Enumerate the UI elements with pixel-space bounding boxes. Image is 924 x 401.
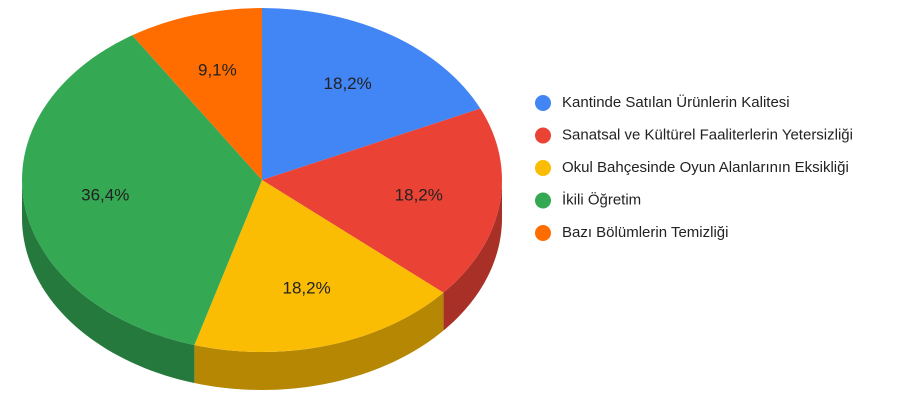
legend-swatch — [535, 192, 551, 209]
legend-label: Kantinde Satılan Ürünlerin Kalitesi — [562, 93, 790, 111]
slice-label: 36,4% — [81, 186, 129, 205]
legend-swatch — [535, 225, 551, 241]
slice-side — [22, 180, 195, 384]
legend-swatch — [535, 127, 551, 144]
slice-label: 9,1% — [198, 61, 237, 80]
slice — [22, 35, 262, 346]
slice — [262, 8, 481, 180]
legend-label: İkili Öğretim — [562, 190, 641, 208]
slice-label: 18,2% — [324, 74, 372, 93]
slice-label: 18,2% — [395, 186, 443, 205]
legend-label: Sanatsal ve Kültürel Faaliterlerin Yeter… — [562, 126, 853, 143]
legend-label: Okul Bahçesinde Oyun Alanlarının Eksikli… — [562, 159, 849, 176]
legend-swatch — [535, 160, 551, 176]
slice-side — [194, 292, 444, 390]
slice-side — [443, 180, 502, 331]
slice-label: 18,2% — [283, 278, 331, 297]
slice — [262, 108, 502, 293]
slice — [132, 8, 262, 180]
legend-label: Bazı Bölümlerin Temizliği — [562, 224, 728, 241]
slice — [194, 180, 444, 353]
legend-swatch — [535, 95, 551, 111]
